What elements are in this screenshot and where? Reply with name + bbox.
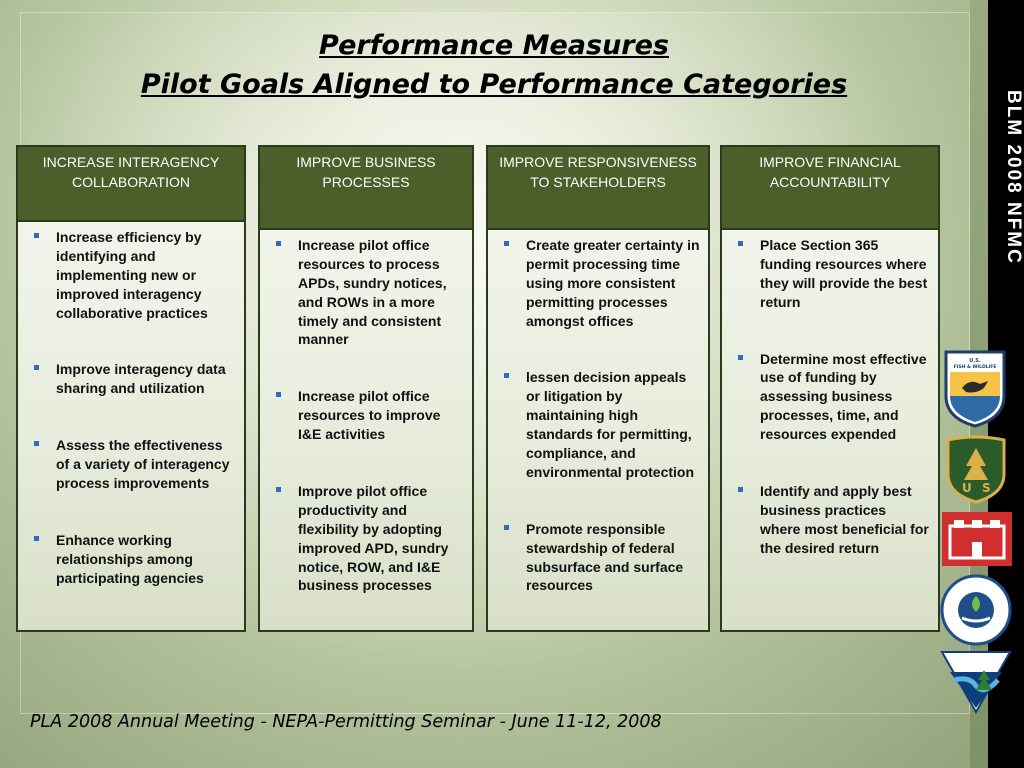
bullet-item: Create greater certainty in permit proce… [502, 236, 700, 330]
svg-text:U.S.: U.S. [969, 358, 981, 364]
bullet-item: Promote responsible stewardship of feder… [502, 520, 700, 596]
title-line-2: Pilot Goals Aligned to Performance Categ… [140, 69, 848, 101]
column-improve-business-processes: IMPROVE BUSINESS PROCESSES Increase pilo… [258, 145, 474, 632]
forest-service-logo: U S [944, 434, 1008, 504]
svg-text:FISH & WILDLIFE: FISH & WILDLIFE [954, 364, 997, 370]
column-increase-interagency-collaboration: INCREASE INTERAGENCY COLLABORATION Incre… [16, 145, 246, 632]
footer-caption: PLA 2008 Annual Meeting - NEPA-Permittin… [30, 712, 662, 732]
bullet-item: Increase pilot office resources to proce… [274, 236, 464, 349]
bullet-item: lessen decision appeals or litigation by… [502, 368, 700, 481]
side-title: BLM 2008 NFMC [1003, 90, 1024, 265]
column-improve-financial-accountability: IMPROVE FINANCIAL ACCOUNTABILITY Place S… [720, 145, 940, 632]
column-body: Increase pilot office resources to proce… [260, 230, 472, 595]
bullet-item: Increase pilot office resources to impro… [274, 387, 464, 444]
svg-text:S: S [982, 481, 991, 495]
bullet-item: Determine most effective use of funding … [736, 350, 930, 444]
bullet-item: Increase efficiency by identifying and i… [32, 228, 236, 322]
column-improve-responsiveness-to-stakeholders: IMPROVE RESPONSIVENESS TO STAKEHOLDERS C… [486, 145, 710, 632]
title-line-1: Performance Measures [319, 30, 669, 61]
bullet-item: Enhance working relationships among part… [32, 531, 236, 588]
column-header: IMPROVE BUSINESS PROCESSES [260, 147, 472, 230]
army-corps-logo [942, 512, 1012, 566]
column-body: Increase efficiency by identifying and i… [18, 222, 244, 588]
svg-text:U: U [962, 481, 972, 495]
column-body: Create greater certainty in permit proce… [488, 230, 708, 595]
slide-title: Performance Measures Pilot Goals Aligned… [20, 26, 968, 104]
epa-logo [940, 574, 1012, 646]
column-header: IMPROVE FINANCIAL ACCOUNTABILITY [722, 147, 938, 230]
column-body: Place Section 365 funding resources wher… [722, 230, 938, 558]
bullet-item: Improve interagency data sharing and uti… [32, 360, 236, 398]
blm-logo [940, 650, 1012, 715]
fish-wildlife-service-logo: U.S. FISH & WILDLIFE [940, 348, 1010, 428]
bullet-item: Assess the effectiveness of a variety of… [32, 436, 236, 493]
bullet-item: Identify and apply best business practic… [736, 482, 930, 558]
bullet-item: Improve pilot office productivity and fl… [274, 482, 464, 595]
column-header: INCREASE INTERAGENCY COLLABORATION [18, 147, 244, 222]
bullet-item: Place Section 365 funding resources wher… [736, 236, 930, 312]
column-header: IMPROVE RESPONSIVENESS TO STAKEHOLDERS [488, 147, 708, 230]
